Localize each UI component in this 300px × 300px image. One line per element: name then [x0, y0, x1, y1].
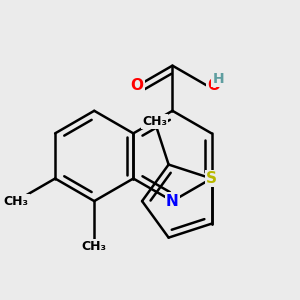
- Text: CH₃: CH₃: [142, 115, 167, 128]
- Text: CH₃: CH₃: [82, 240, 107, 253]
- Text: S: S: [206, 171, 217, 186]
- Text: O: O: [208, 78, 220, 93]
- Text: CH₃: CH₃: [4, 195, 29, 208]
- Text: N: N: [166, 194, 179, 208]
- Text: O: O: [131, 78, 144, 93]
- Text: H: H: [212, 72, 224, 86]
